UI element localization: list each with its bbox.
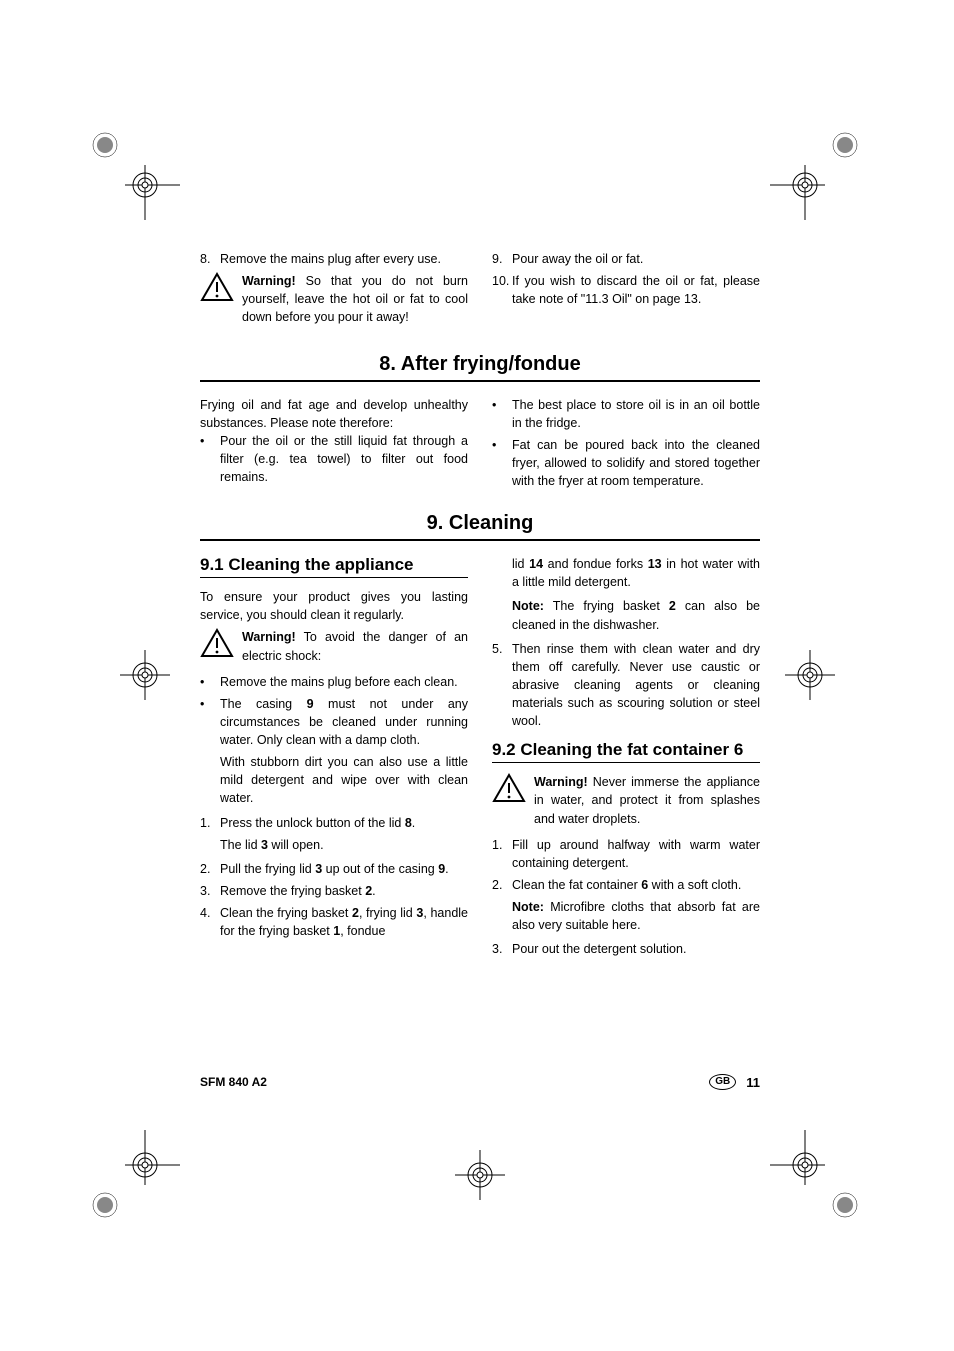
warning-block: Warning! Never immerse the appliance in … bbox=[492, 773, 760, 827]
regmark-tr bbox=[770, 130, 860, 220]
paragraph: With stubborn dirt you can also use a li… bbox=[220, 753, 468, 807]
page-content: 8. Remove the mains plug after every use… bbox=[200, 250, 760, 962]
regmark-ml bbox=[120, 650, 170, 700]
list-item: •Remove the mains plug before each clean… bbox=[200, 673, 468, 691]
section-rule bbox=[200, 539, 760, 541]
language-badge: GB bbox=[709, 1074, 736, 1090]
list-item: 8. Remove the mains plug after every use… bbox=[200, 250, 468, 268]
list-item: 4.Clean the frying basket 2, frying lid … bbox=[200, 904, 468, 940]
subsection-9-1-title: 9.1 Cleaning the appliance bbox=[200, 555, 468, 575]
list-item: 10. If you wish to discard the oil or fa… bbox=[492, 272, 760, 308]
item-number: 10. bbox=[492, 272, 512, 308]
note-paragraph: Note: The frying basket 2 can also be cl… bbox=[512, 597, 760, 633]
item-text: If you wish to discard the oil or fat, p… bbox=[512, 272, 760, 308]
page-footer: SFM 840 A2 GB 11 bbox=[200, 1074, 760, 1090]
top-continuation: 8. Remove the mains plug after every use… bbox=[200, 250, 760, 335]
subsection-intro: To ensure your product gives you lasting… bbox=[200, 588, 468, 624]
list-item: •Fat can be poured back into the cleaned… bbox=[492, 436, 760, 490]
list-item: 1.Fill up around halfway with warm water… bbox=[492, 836, 760, 872]
warning-block: Warning! To avoid the danger of an elect… bbox=[200, 628, 468, 664]
warning-icon bbox=[200, 628, 234, 664]
subsection-rule bbox=[492, 762, 760, 763]
warning-text: Warning! Never immerse the appliance in … bbox=[534, 773, 760, 827]
section-rule bbox=[200, 380, 760, 382]
warning-block: Warning! So that you do not burn yoursel… bbox=[200, 272, 468, 326]
list-item: 3.Pour out the detergent solution. bbox=[492, 940, 760, 958]
page-number: 11 bbox=[746, 1075, 760, 1090]
list-item: 9. Pour away the oil or fat. bbox=[492, 250, 760, 268]
subsection-9-2-title: 9.2 Cleaning the fat container 6 bbox=[492, 740, 760, 760]
paragraph: The lid 3 will open. bbox=[220, 836, 468, 854]
regmark-mr bbox=[785, 650, 835, 700]
warning-icon bbox=[200, 272, 234, 326]
list-item: •Pour the oil or the still liquid fat th… bbox=[200, 432, 468, 486]
list-item: 5.Then rinse them with clean water and d… bbox=[492, 640, 760, 731]
paragraph: lid 14 and fondue forks 13 in hot water … bbox=[512, 555, 760, 591]
list-item: 3.Remove the frying basket 2. bbox=[200, 882, 468, 900]
item-text: Pour away the oil or fat. bbox=[512, 250, 760, 268]
warning-text: Warning! To avoid the danger of an elect… bbox=[242, 628, 468, 664]
list-item: 1.Press the unlock button of the lid 8. bbox=[200, 814, 468, 832]
section-9-body: 9.1 Cleaning the appliance To ensure you… bbox=[200, 555, 760, 962]
regmark-tl bbox=[90, 130, 180, 220]
item-text: Remove the mains plug after every use. bbox=[220, 250, 468, 268]
section-8-title: 8. After frying/fondue bbox=[200, 353, 760, 376]
section-8-body: Frying oil and fat age and develop unhea… bbox=[200, 396, 760, 495]
note-paragraph: Note: Microfibre cloths that absorb fat … bbox=[512, 898, 760, 934]
regmark-bl bbox=[90, 1130, 180, 1220]
list-item: •The casing 9 must not under any circums… bbox=[200, 695, 468, 749]
model-label: SFM 840 A2 bbox=[200, 1075, 267, 1089]
item-number: 9. bbox=[492, 250, 512, 268]
warning-text: Warning! So that you do not burn yoursel… bbox=[242, 272, 468, 326]
item-number: 8. bbox=[200, 250, 220, 268]
regmark-br bbox=[770, 1130, 860, 1220]
section-8-intro: Frying oil and fat age and develop unhea… bbox=[200, 396, 468, 432]
warning-icon bbox=[492, 773, 526, 827]
section-9-title: 9. Cleaning bbox=[200, 512, 760, 535]
regmark-bm bbox=[455, 1150, 505, 1200]
list-item: •The best place to store oil is in an oi… bbox=[492, 396, 760, 432]
subsection-rule bbox=[200, 577, 468, 578]
list-item: 2.Clean the fat container 6 with a soft … bbox=[492, 876, 760, 894]
list-item: 2.Pull the frying lid 3 up out of the ca… bbox=[200, 860, 468, 878]
